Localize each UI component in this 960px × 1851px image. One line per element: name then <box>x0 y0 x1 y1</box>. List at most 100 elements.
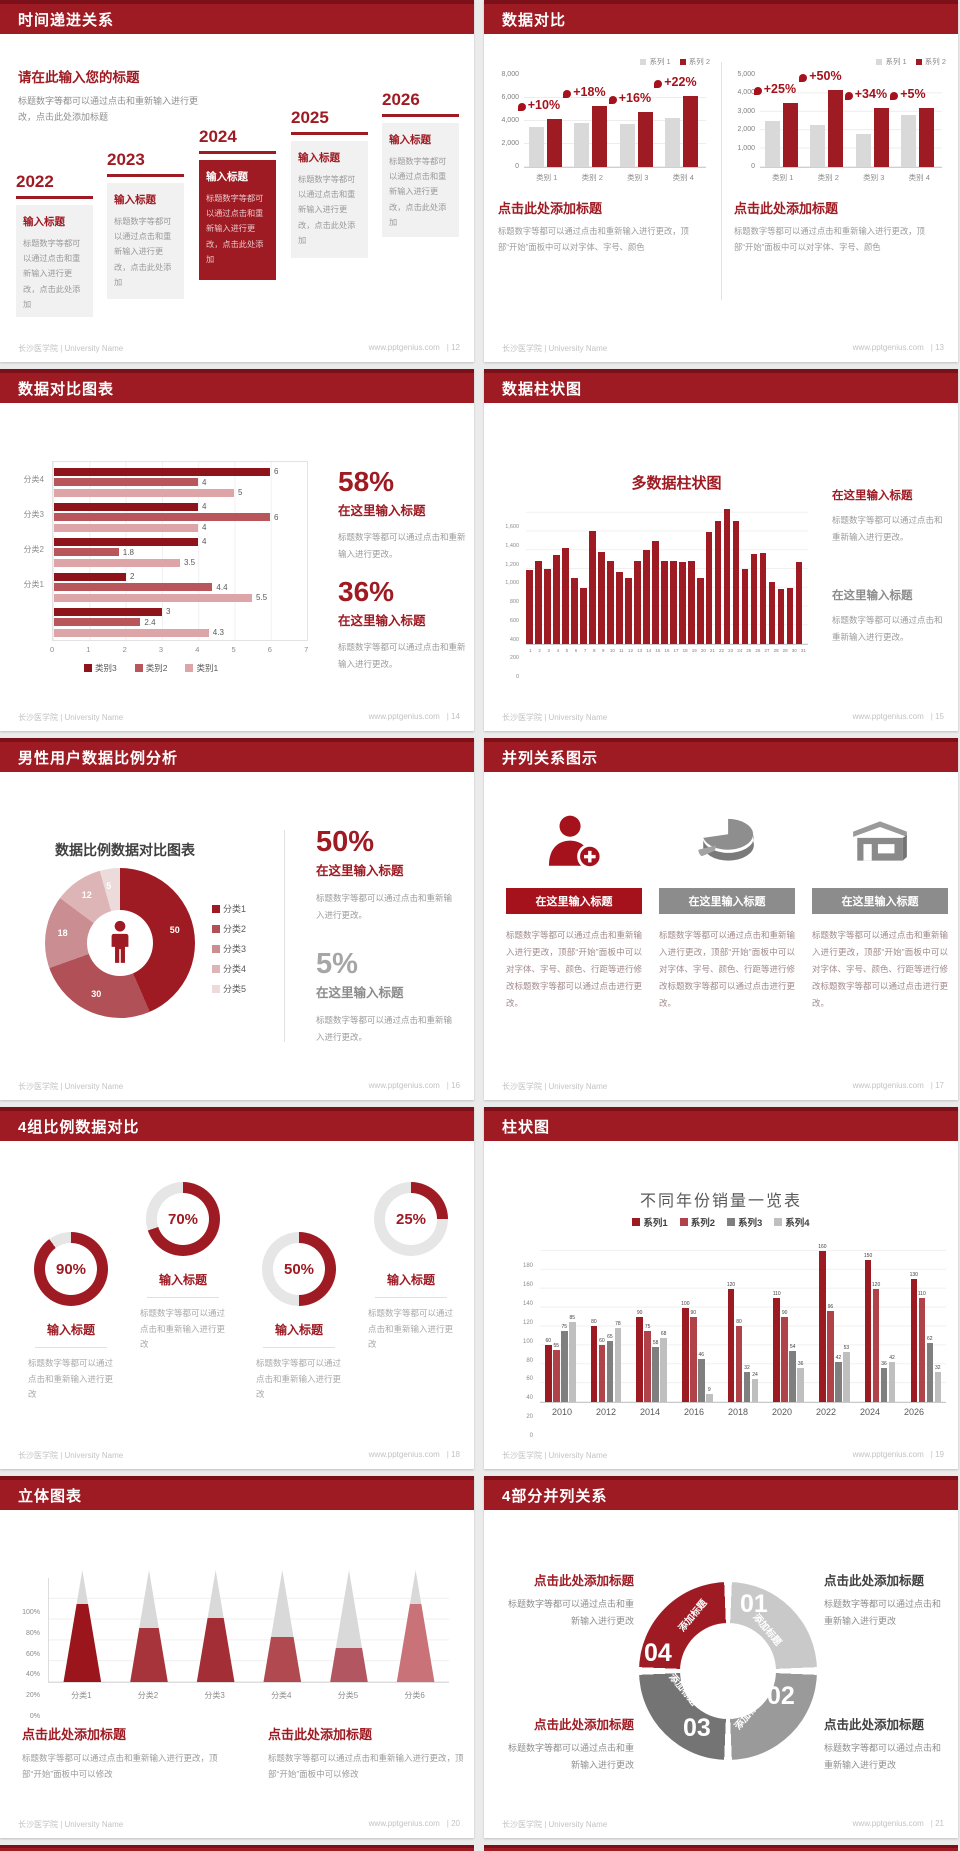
y-tick-label: 400 <box>509 636 519 643</box>
bar-row: 3 <box>54 607 170 616</box>
timeline-card: 输入标题 标题数字等都可以通过点击和重新输入进行更改，点击此处添加 <box>291 141 368 258</box>
x-tick-label: 6 <box>574 648 578 653</box>
cone-fill <box>196 1618 235 1682</box>
bar <box>636 1317 643 1402</box>
cut-slide-header <box>484 1845 958 1851</box>
timeline-year: 2025 <box>291 108 368 135</box>
y-tick-label: 180 <box>522 1263 533 1269</box>
legend-swatch <box>679 1218 688 1226</box>
pin-icon <box>844 92 853 101</box>
legend-item: 分类1 <box>212 902 246 915</box>
bar-wrap: 62 <box>926 1232 933 1402</box>
footer-brand: 长沙医学院 | University Name <box>502 1082 608 1091</box>
bar-wrap: 54 <box>789 1232 796 1402</box>
segment-value: 18 <box>57 928 68 939</box>
slide-title: 男性用户数据比例分析 <box>18 749 179 767</box>
timeline-card: 输入标题 标题数字等都可以通过点击和重新输入进行更改，点击此处添加 <box>16 205 93 317</box>
card-text: 标题数字等都可以通过点击和重新输入进行更改，点击此处添加 <box>206 194 264 264</box>
stat-text: 标题数字等都可以通过点击和重新输入进行更改。 <box>316 893 453 920</box>
timeline-step-highlighted: 2024 输入标题 标题数字等都可以通过点击和重新输入进行更改，点击此处添加 <box>199 127 276 280</box>
bar <box>552 554 560 644</box>
feature-column: 在这里输入标题 标题数字等都可以通过点击和重新输入进行更改，顶部“开始”面板中可… <box>506 796 642 1012</box>
x-tick-label: 5 <box>231 645 236 654</box>
slide-footer: 长沙医学院 | University Name www.pptgenius.co… <box>502 712 944 723</box>
bar <box>735 1326 743 1402</box>
y-tick-label: 0 <box>515 163 519 170</box>
slide-header-bar: 柱状图 <box>484 1107 958 1141</box>
chart-legend: 类别3 类别2 类别1 <box>84 662 218 674</box>
bar <box>819 1250 826 1402</box>
bar-wrap: 46 <box>698 1232 705 1402</box>
footer-site: www.pptgenius.com <box>368 1081 440 1090</box>
y-tick-label: 20 <box>526 1414 533 1421</box>
slide-footer: 长沙医学院 | University Name www.pptgenius.co… <box>18 1450 460 1461</box>
bar-group: +16% <box>608 75 659 167</box>
bar-wrap: 78 <box>614 1232 622 1402</box>
timeline-year: 2024 <box>199 127 276 154</box>
value-label: 2 <box>130 572 135 581</box>
x-tick-label: 21 <box>709 648 715 653</box>
footer-page-number: | 17 <box>930 1081 944 1090</box>
column-text: 标题数字等都可以通过点击和重新输入进行更改，顶部“开始”面板中可以对字体、字号、… <box>659 930 796 1008</box>
bar <box>918 1298 925 1402</box>
bar <box>54 523 198 532</box>
slide-15-column-chart: 数据柱状图 多数据柱状图 1,600 1,400 1,200 1,000 800 600 4… <box>484 369 958 731</box>
slide-footer: 长沙医学院 | University Name www.pptgenius.co… <box>18 712 460 723</box>
value-label: 2.4 <box>144 617 156 627</box>
growth-label: +34% <box>844 87 887 101</box>
x-tick-label: 6 <box>267 645 272 654</box>
block-title: 在这里输入标题 <box>832 590 913 602</box>
y-axis: 8,000 6,000 4,000 2,000 0 <box>498 71 524 170</box>
growth-value: +25% <box>763 81 797 96</box>
bar <box>888 1362 896 1402</box>
slide-footer: 长沙医学院 | University Name www.pptgenius.co… <box>18 1819 460 1830</box>
y-axis: 100% 80% 60% 40% 20% 0% <box>16 1609 44 1720</box>
y-axis: 180 160 140 120 100 80 60 40 20 0 <box>512 1263 536 1439</box>
x-tick-label: 类别 1 <box>536 173 558 182</box>
text-block: 在这里输入标题 标题数字等都可以通过点击和重新输入进行更改。 <box>832 587 946 645</box>
ring-column: 70% 输入标题 标题数字等都可以通过点击和重新输入进行更改 <box>140 1182 226 1353</box>
bar-series1 <box>810 124 826 167</box>
bar-row: 1.8 <box>54 548 134 557</box>
footer-site: www.pptgenius.com <box>852 712 924 721</box>
y-axis: 5,000 4,000 3,000 2,000 1,000 0 <box>734 71 760 170</box>
x-tick-label: 分类3 <box>204 1691 225 1700</box>
bar <box>54 467 270 476</box>
segment-value: 12 <box>81 889 92 900</box>
slide-footer: 长沙医学院 | University Name www.pptgenius.co… <box>502 1819 944 1830</box>
category-label: 分类4 <box>23 475 44 484</box>
y-tick-label: 8,000 <box>501 71 519 78</box>
building-icon <box>812 796 948 888</box>
block-text: 标题数字等都可以通过点击和重新输入进行更改，顶部“开始”面板中可以对字体、字号、… <box>734 226 925 252</box>
footer-site: www.pptgenius.com <box>852 1819 924 1828</box>
bar-series2 <box>546 118 562 167</box>
x-tick-label: 23 <box>728 648 734 653</box>
block-text: 标题数字等都可以通过点击和重新输入进行更改，顶部“开始”面板中可以修改 <box>22 1753 218 1780</box>
ring-column: 25% 输入标题 标题数字等都可以通过点击和重新输入进行更改 <box>368 1182 454 1353</box>
bar-wrap: 100 <box>681 1232 689 1402</box>
bar <box>54 502 198 511</box>
footer-brand: 长沙医学院 | University Name <box>502 713 608 722</box>
bar <box>570 578 578 644</box>
block-text: 标题数字等都可以通过点击和重新输入进行更改。 <box>832 615 943 642</box>
slide-14-horizontal-bar-chart: 数据对比图表 分类4 分类3 分类2 分类1 6 4 5 4 6 4 4 1.8 3.5 2 4.4 5.5… <box>0 369 474 731</box>
card-text: 标题数字等都可以通过点击和重新输入进行更改，点击此处添加 <box>114 217 172 287</box>
bar <box>759 553 767 644</box>
growth-value: +50% <box>809 68 842 83</box>
bar-series2 <box>919 108 935 167</box>
bar <box>651 540 659 644</box>
footer-brand: 长沙医学院 | University Name <box>18 344 124 353</box>
legend-item: 系列 2 <box>679 56 710 67</box>
legend-label: 类别2 <box>145 663 168 673</box>
x-tick-label: 22 <box>719 648 725 653</box>
bar <box>579 587 587 644</box>
value-label: 60 <box>599 1338 605 1345</box>
slide-footer: 长沙医学院 | University Name www.pptgenius.co… <box>18 1081 460 1092</box>
bar-series1 <box>574 123 590 167</box>
slide-16-male-ratio-analysis: 男性用户数据比例分析 数据比例数据对比图表 50 30 18 12 5 分类1 分类2 分类… <box>0 738 474 1100</box>
value-label: 36 <box>797 1361 804 1368</box>
bar-wrap: 130 <box>910 1232 918 1402</box>
pin-icon <box>608 95 617 104</box>
bar <box>727 1288 735 1402</box>
footer-brand: 长沙医学院 | University Name <box>18 1820 124 1829</box>
